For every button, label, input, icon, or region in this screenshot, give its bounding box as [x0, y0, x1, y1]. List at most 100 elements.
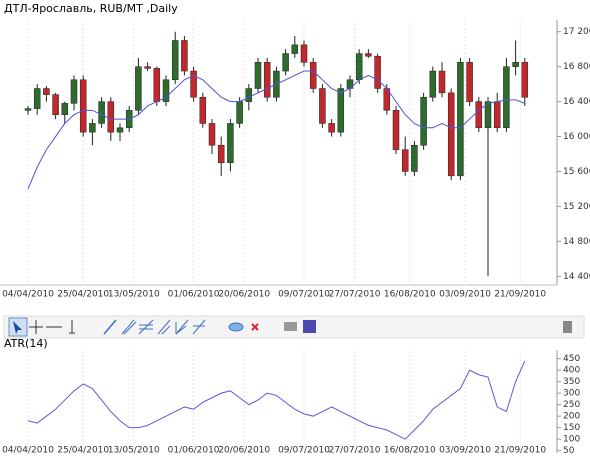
- candle-body: [199, 96, 207, 124]
- y-tick-label: 50: [563, 446, 575, 456]
- candle-body: [236, 101, 243, 124]
- candle-body: [319, 88, 326, 124]
- candle-body: [24, 108, 32, 111]
- candle-body: [466, 62, 473, 102]
- print-tool[interactable]: [284, 322, 297, 331]
- candle-body: [438, 70, 446, 94]
- candle-body: [52, 94, 59, 115]
- x-tick-label: 20/06/2010: [218, 290, 270, 300]
- candle-body: [365, 53, 372, 57]
- candle-body: [282, 53, 289, 72]
- indicator-title: ATR(14): [4, 337, 48, 350]
- y-tick-label: 17 200: [563, 27, 590, 37]
- candle-body: [493, 101, 501, 129]
- candle-body: [484, 101, 492, 129]
- candle-body: [208, 123, 216, 146]
- x-tick-label: 16/08/2010: [384, 446, 436, 456]
- x-tick-label: 21/09/2010: [494, 290, 546, 300]
- y-tick-label: 14 400: [563, 272, 590, 282]
- save-tool[interactable]: [303, 320, 316, 333]
- candle-body: [107, 101, 115, 133]
- candle-body: [254, 62, 262, 89]
- candle-body: [171, 40, 179, 81]
- y-tick-label: 16 000: [563, 132, 590, 142]
- ellipse-tool[interactable]: [228, 322, 244, 332]
- x-tick-label: 01/06/2010: [168, 446, 220, 456]
- y-tick-label: 350: [563, 377, 580, 387]
- x-tick-label: 21/09/2010: [494, 446, 546, 456]
- chart-title: ДТЛ-Ярославль, RUB/MT ,Daily: [4, 2, 178, 15]
- x-tick-label: 27/07/2010: [329, 290, 381, 300]
- candle-body: [291, 44, 299, 54]
- x-tick-label: 03/09/2010: [439, 446, 491, 456]
- gann-tool[interactable]: [192, 319, 206, 335]
- candle-body: [263, 62, 271, 98]
- candle-body: [245, 88, 253, 102]
- x-tick-label: 25/04/2010: [57, 290, 109, 300]
- y-tick-label: 400: [563, 366, 580, 376]
- candle-body: [217, 145, 225, 163]
- x-tick-label: 25/04/2010: [57, 446, 109, 456]
- candle-body: [374, 55, 381, 89]
- y-tick-label: 16 800: [563, 62, 590, 72]
- candle-body: [309, 62, 317, 89]
- x-tick-label: 01/06/2010: [168, 290, 220, 300]
- atr-line: [27, 360, 526, 440]
- x-tick-label: 09/07/2010: [278, 290, 330, 300]
- candle-body: [503, 66, 510, 129]
- trend-tool[interactable]: [103, 319, 117, 335]
- x-tick-label: 20/06/2010: [218, 446, 270, 456]
- candle-body: [79, 79, 87, 133]
- pitchfork-tool[interactable]: [157, 319, 171, 335]
- candle-body: [190, 70, 197, 98]
- candle-body: [98, 101, 105, 124]
- y-tick-label: 16 400: [563, 97, 590, 107]
- y-tick-label: 150: [563, 423, 580, 433]
- candle-body: [144, 66, 151, 69]
- candle-body: [61, 103, 69, 115]
- candle-body: [401, 149, 409, 172]
- candle-body: [328, 123, 335, 133]
- y-tick-label: 450: [563, 354, 580, 364]
- channel-tool[interactable]: [121, 319, 137, 335]
- y-tick-label: 15 200: [563, 202, 590, 212]
- candle-body: [512, 62, 519, 67]
- candle-body: [70, 79, 78, 104]
- delete-tool[interactable]: [251, 323, 259, 331]
- candle-body: [475, 101, 483, 129]
- candle-body: [43, 88, 50, 95]
- candle-body: [429, 70, 437, 98]
- x-tick-label: 03/09/2010: [439, 290, 491, 300]
- fan-tool[interactable]: [175, 319, 189, 335]
- candle-body: [181, 40, 188, 72]
- candle-body: [420, 96, 427, 146]
- crosshair-tool[interactable]: [29, 320, 43, 334]
- candle-body: [227, 123, 234, 163]
- x-tick-label: 04/04/2010: [2, 446, 54, 456]
- trash-tool[interactable]: [563, 321, 572, 333]
- x-tick-label: 27/07/2010: [329, 446, 381, 456]
- candle-body: [337, 88, 345, 133]
- candle-body: [33, 88, 41, 109]
- candle-body: [89, 123, 96, 133]
- y-tick-label: 14 800: [563, 237, 590, 247]
- y-tick-label: 200: [563, 412, 580, 422]
- fibo-tool[interactable]: [138, 319, 154, 335]
- vline-tool[interactable]: [69, 320, 75, 334]
- y-tick-label: 15 600: [563, 167, 590, 177]
- y-tick-label: 250: [563, 400, 580, 410]
- candle-body: [457, 62, 464, 177]
- candle-body: [162, 79, 170, 102]
- candle-body: [392, 110, 400, 150]
- moving-average: [27, 70, 525, 190]
- candle-body: [411, 145, 418, 172]
- candle-body: [355, 53, 363, 81]
- candle-body: [153, 68, 161, 102]
- toolbar: [3, 315, 585, 339]
- x-tick-label: 09/07/2010: [278, 446, 330, 456]
- x-tick-label: 16/08/2010: [384, 290, 436, 300]
- candle-body: [116, 127, 124, 133]
- y-tick-label: 300: [563, 389, 580, 399]
- x-tick-label: 04/04/2010: [2, 290, 54, 300]
